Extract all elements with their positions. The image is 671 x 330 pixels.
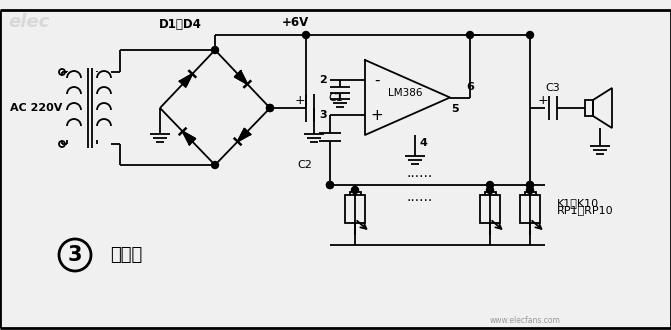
Bar <box>525 192 536 203</box>
Circle shape <box>352 186 358 193</box>
Bar <box>485 192 496 203</box>
Text: C1: C1 <box>328 93 343 103</box>
Text: C3: C3 <box>546 83 560 93</box>
Text: 4: 4 <box>420 138 428 148</box>
Text: AC 220V: AC 220V <box>10 103 62 113</box>
Circle shape <box>527 31 533 39</box>
Text: +: + <box>537 93 548 107</box>
Polygon shape <box>180 74 193 87</box>
Bar <box>480 195 500 223</box>
Bar <box>520 195 540 223</box>
Bar <box>585 100 593 116</box>
Circle shape <box>527 186 533 193</box>
Text: ......: ...... <box>407 166 433 180</box>
Text: 3: 3 <box>68 245 83 265</box>
Circle shape <box>211 161 219 169</box>
Circle shape <box>327 182 333 188</box>
Text: +: + <box>370 108 383 122</box>
Text: +: + <box>295 93 305 107</box>
Bar <box>345 195 365 223</box>
Circle shape <box>327 182 333 188</box>
Bar <box>485 206 496 217</box>
Text: 電子琴: 電子琴 <box>110 246 142 264</box>
Text: +6V: +6V <box>281 16 309 28</box>
Circle shape <box>266 105 274 112</box>
Text: C2: C2 <box>297 160 312 170</box>
Text: 6: 6 <box>466 82 474 92</box>
Text: 5: 5 <box>451 105 459 115</box>
Circle shape <box>527 182 533 188</box>
Circle shape <box>303 31 309 39</box>
Polygon shape <box>183 131 195 145</box>
Polygon shape <box>235 71 248 84</box>
Bar <box>350 192 361 203</box>
Text: ......: ...... <box>407 190 433 204</box>
Circle shape <box>266 105 274 112</box>
Text: www.elecfans.com: www.elecfans.com <box>490 316 561 325</box>
Bar <box>350 206 361 217</box>
Text: LM386: LM386 <box>388 87 422 97</box>
Text: RP1～RP10: RP1～RP10 <box>557 205 613 215</box>
Text: K1～K10: K1～K10 <box>557 198 599 208</box>
Circle shape <box>466 31 474 39</box>
Text: -: - <box>374 73 380 87</box>
Text: 2: 2 <box>319 75 327 85</box>
Polygon shape <box>238 129 250 142</box>
Text: elec: elec <box>8 13 49 31</box>
Text: D1～D4: D1～D4 <box>158 18 201 31</box>
Text: 3: 3 <box>319 110 327 120</box>
Circle shape <box>527 182 533 188</box>
Circle shape <box>211 47 219 53</box>
Circle shape <box>486 186 493 193</box>
Bar <box>525 206 536 217</box>
Circle shape <box>486 182 493 188</box>
